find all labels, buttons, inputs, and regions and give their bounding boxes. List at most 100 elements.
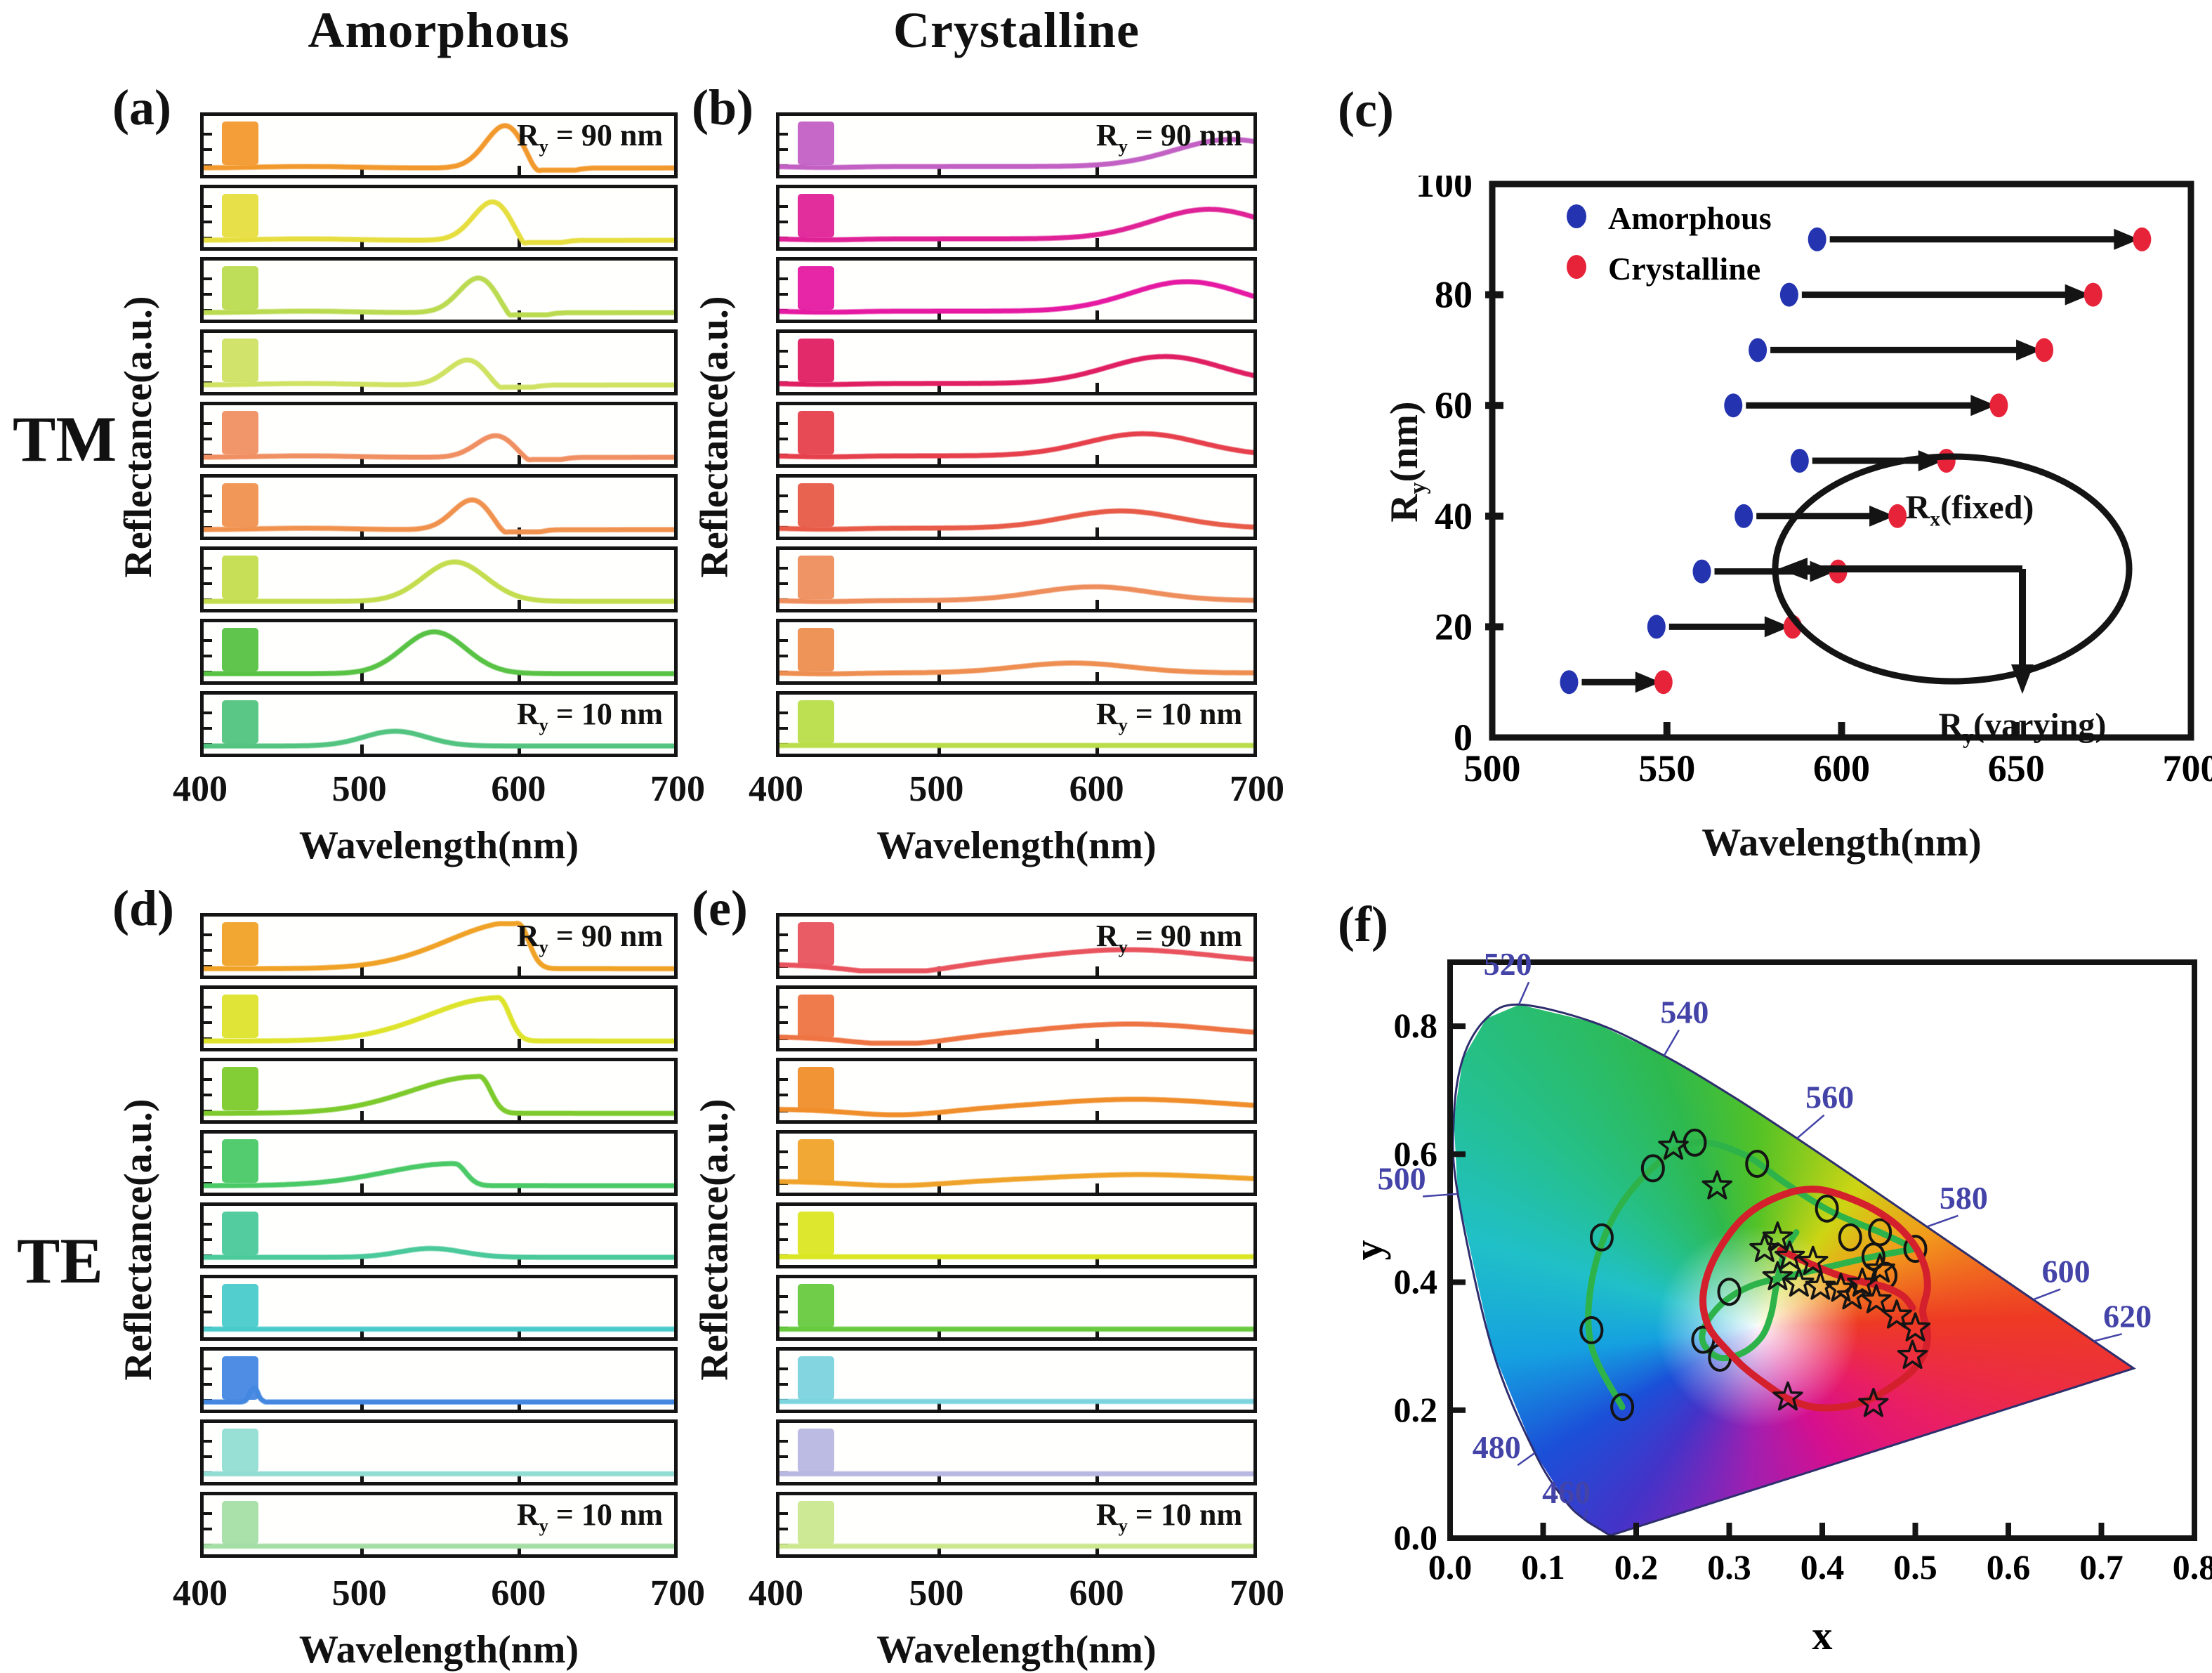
reflectance-curve-ry-30 [204,1385,674,1405]
reflectance-curve-ry-80 [204,995,674,1044]
color-swatch-ry-20 [222,628,258,671]
amorphous-trajectory-0 [1585,1139,1918,1410]
crystalline-dot-ry-50 [1937,449,1956,473]
column-title-amorphous: Amorphous [308,2,570,58]
y-minor-tick [204,949,212,952]
y-axis-title: Reflectance(a.u.) [117,296,160,578]
x-minor-tick [360,1545,364,1554]
crystalline-dot-ry-60 [1989,393,2008,418]
curve-shadow [779,353,1253,388]
star-marker-17 [1858,1387,1889,1417]
x-minor-tick [937,310,941,320]
locus-label-580: 580 [1940,1180,1988,1216]
f-x-tick-0.3 [1726,1523,1732,1538]
spectrum-row-ry-20 [200,1419,678,1485]
ry-90-label: Ry = 90 nm [1096,918,1242,958]
y-minor-tick [779,1150,788,1153]
amorphous-dot-ry-30 [1692,559,1711,584]
curve-shadow [204,199,674,246]
shift-arrowhead-ry-70 [2016,339,2042,361]
ry-10-text-sub: y [539,714,548,735]
f-x-axis-title: x [1812,1613,1833,1658]
f-y-tick-label-0.0: 0.0 [1394,1518,1438,1557]
curve [204,921,674,971]
panel-e-te-crystalline-spectra: (e) Ry = 90 nm Ry = 10 nm 400 500 600 700 Wavel… [692,880,1284,1672]
y-minor-tick [779,148,788,151]
ry-90-text: Ry = 90 nm [1095,118,1242,157]
curve [204,1161,674,1188]
reflectance-curve-ry-60 [779,353,1253,388]
shift-arrowhead-ry-60 [1970,395,1996,416]
spectrum-row-ry-70 [776,257,1257,323]
y-minor-tick [204,1150,212,1153]
circle-marker-6 [1815,1194,1839,1223]
ry-10-label: Ry = 10 nm [517,696,663,736]
star-marker-14 [1881,1299,1912,1329]
color-swatch-ry-90 [222,122,258,165]
color-swatch-ry-60 [798,339,834,382]
reflectance-curve-ry-20 [779,1471,1253,1477]
y-minor-tick [204,133,212,136]
reflectance-curve-ry-80 [779,1021,1253,1047]
crystalline-dot-ry-80 [2083,282,2102,307]
spectrum-row-ry-50 [200,1202,678,1268]
color-swatch-ry-90 [798,922,834,966]
x-minor-tick [1095,238,1099,247]
y-minor-tick [204,494,212,497]
y-minor-tick [779,1383,788,1386]
y-minor-tick [204,639,212,642]
y-minor-tick [779,1021,788,1024]
x-tick-label-650: 650 [1988,747,2045,789]
curve [779,947,1253,973]
spectrum-row-ry-50 [200,402,678,468]
reflectance-curve-ry-30 [779,1398,1253,1405]
y-tick-40 [1485,512,1503,520]
panel-letter-a: (a) [112,79,171,136]
y-minor-tick [779,1223,788,1226]
row-label-tm: TM [13,403,117,475]
spectrum-row-ry-30 [200,1347,678,1413]
f-x-tick-label-0.2: 0.2 [1614,1547,1659,1587]
color-swatch-ry-70 [798,266,834,310]
y-minor-tick [204,567,212,570]
x-minor-tick [518,1400,521,1410]
color-swatch-ry-20 [798,628,834,671]
y-minor-tick [204,422,212,425]
curve-shadow [204,629,674,677]
f-x-tick-0.1 [1540,1523,1546,1538]
panel-f-cie-chromaticity: (f) 0.0 0.1 0.2 0.3 0.4 0.5 0.6 0.7 0.8 0.0 0.2 0.4 0… [1338,896,2212,1673]
x-minor-tick [937,527,941,537]
y-minor-tick [779,1367,788,1370]
x-tick-label-700: 700 [650,1573,705,1613]
y-minor-tick [204,365,212,368]
x-tick-label-700: 700 [1230,769,1284,809]
x-minor-tick [937,744,941,754]
ry-10-text-sub: y [539,1514,548,1536]
color-swatch-ry-20 [798,1429,834,1472]
reflectance-curve-ry-80 [204,199,674,246]
panel-letter-c: (c) [1338,81,1394,138]
locus-label-480: 480 [1473,1429,1521,1465]
x-minor-tick [1095,1328,1099,1337]
color-swatch-ry-90 [222,922,258,966]
ry-10-label: Ry = 10 nm [517,1497,663,1537]
panel-letter-b: (b) [692,79,753,136]
star-marker-15 [1900,1312,1931,1341]
locus-label-540: 540 [1660,995,1709,1030]
reflectance-curve-ry-70 [204,275,674,318]
locus-label-560: 560 [1805,1080,1854,1115]
y-tick-label-40: 40 [1435,495,1473,537]
reflectance-curve-ry-10 [204,728,674,749]
ry-axis-text-sub: y [1404,482,1431,494]
x-minor-tick [1095,600,1099,609]
f-x-tick-label-0.4: 0.4 [1800,1547,1845,1587]
panel-letter-f: (f) [1338,896,1388,952]
curve [779,354,1253,387]
x-minor-tick [937,1400,941,1410]
x-minor-tick [360,1400,364,1410]
x-minor-tick [360,672,364,681]
color-swatch-ry-50 [222,1212,258,1255]
curve [779,207,1253,242]
amorphous-dot-ry-20 [1647,615,1666,639]
